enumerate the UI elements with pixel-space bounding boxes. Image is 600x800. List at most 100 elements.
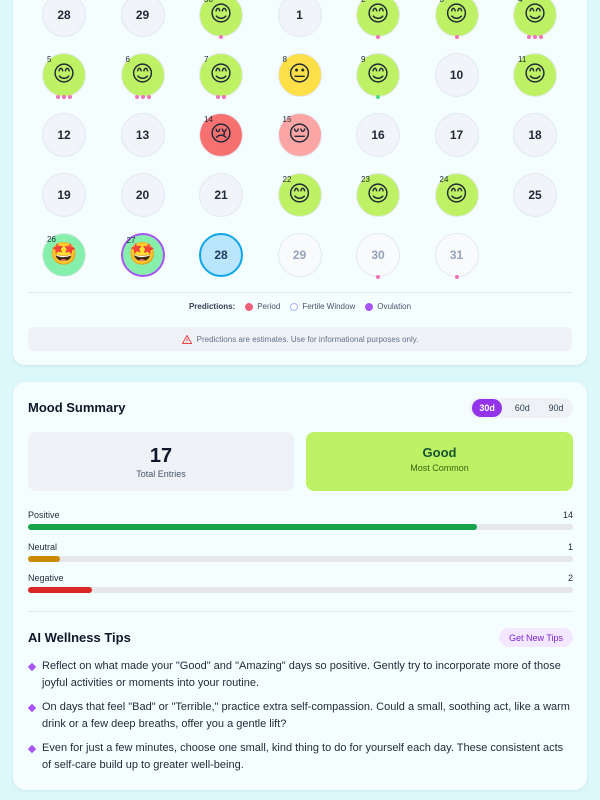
day-number: 28 (214, 248, 228, 262)
day-number: 7 (204, 55, 209, 64)
tips-title: AI Wellness Tips (28, 630, 131, 645)
day-number: 29 (135, 8, 150, 22)
mood-emoji: 😊 (366, 62, 390, 87)
day-number: 30 (204, 0, 213, 4)
day-number: 15 (282, 115, 292, 124)
day-number: 1 (296, 8, 303, 22)
legend-item: Ovulation (365, 302, 411, 311)
day-cell: 17 (434, 113, 479, 157)
day-number: 27 (126, 236, 136, 245)
bar-label: Negative (28, 573, 64, 583)
day-cell: 28 (42, 0, 86, 37)
legend-text: Fertile Window (302, 302, 356, 311)
prediction-dot (140, 95, 145, 99)
day-cell: 15 😔 (277, 113, 322, 157)
day-number: 24 (439, 175, 449, 184)
legend-swatch (245, 302, 254, 311)
day-cell: 7 😊 (199, 53, 243, 97)
day-number: 5 (47, 55, 52, 64)
mood-emoji: 😊 (366, 182, 390, 207)
day-cell: 27 🤩 (120, 233, 165, 277)
day-number: 29 (292, 248, 307, 262)
tip-text: Even for just a few minutes, choose one … (42, 742, 564, 771)
day-cell: 2😊 (356, 0, 400, 37)
day-number: 13 (135, 128, 150, 142)
notice-text: Predictions are estimates. Use for infor… (196, 334, 419, 344)
bar-track (28, 555, 573, 562)
day-cell: 1 (277, 0, 322, 37)
bar-value: 2 (567, 573, 573, 583)
range-tab[interactable]: 30d (472, 399, 502, 417)
day-cell: 23 😊 (356, 173, 400, 217)
legend-item: Fertile Window (290, 302, 355, 311)
legend-item: Period (245, 302, 280, 311)
day-number: 6 (125, 55, 130, 64)
day-number: 3 (440, 0, 444, 4)
common-label: Most Common (410, 463, 469, 473)
day-cell: 25 (513, 173, 557, 217)
mood-emoji: 😊 (209, 2, 233, 27)
mood-emoji: 🤩 (128, 242, 157, 267)
legend-label: Predictions: (188, 302, 236, 311)
range-tabs: 30d 60d 90d (469, 398, 573, 418)
range-tab[interactable]: 90d (548, 403, 564, 413)
tip-text: On days that feel "Bad" or "Terrible," p… (42, 701, 570, 730)
bar-value: 1 (567, 541, 573, 552)
mood-emoji: 😊 (288, 182, 311, 207)
mood-emoji: 😐 (288, 62, 311, 87)
tip-text: Reflect on what made your "Good" and "Am… (42, 660, 561, 689)
bar (28, 524, 477, 530)
day-number: 17 (449, 128, 464, 142)
day-cell: 30😊 (199, 0, 243, 37)
day-cell: 6 😊 (120, 53, 165, 97)
day-cell: 16 (356, 113, 400, 157)
bar-label: Positive (28, 510, 60, 520)
day-number: 28 (57, 8, 71, 22)
range-tab[interactable]: 60d (514, 403, 530, 413)
day-number: 21 (214, 188, 228, 202)
day-number: 10 (449, 68, 464, 82)
day-cell: 14 😢 (199, 113, 243, 157)
divider (28, 611, 573, 612)
day-cell: 30 (356, 233, 400, 277)
total-label: Total Entries (136, 469, 186, 479)
divider (28, 292, 572, 293)
bar-track (28, 587, 573, 593)
bar-label: Neutral (28, 541, 58, 552)
calendar-card: 282930😊12😊3😊4😊5😊6😊7😊8😐9😊1011😊121314😢15😔1… (13, 0, 587, 365)
legend: Predictions: Period Fertile Window Ovulati… (13, 302, 587, 311)
day-number: 14 (204, 115, 213, 124)
mood-emoji: 🤩 (50, 242, 78, 267)
mood-title: Mood Summary (28, 400, 126, 415)
day-number: 18 (528, 128, 542, 142)
legend-swatch (365, 302, 374, 311)
prediction-dot (527, 35, 531, 39)
total-value: 17 (149, 445, 173, 467)
day-number: 19 (57, 188, 71, 202)
day-cell: 26 🤩 (42, 233, 86, 277)
day-cell: 29 (120, 0, 165, 37)
prediction-dot (454, 275, 459, 279)
day-number: 12 (57, 128, 71, 142)
new-tips-button[interactable]: Get New Tips (499, 628, 573, 647)
day-cell: 22 😊 (277, 173, 322, 217)
mood-emoji: 😔 (288, 122, 311, 147)
prediction-dot (376, 95, 380, 99)
day-number: 22 (282, 175, 292, 184)
day-number: 2 (361, 0, 365, 4)
day-cell: 12 (42, 113, 86, 157)
prediction-dot (56, 95, 60, 99)
day-cell: 21 (199, 173, 243, 217)
mood-emoji: 😊 (523, 2, 547, 27)
bar (28, 555, 61, 562)
prediction-dot (533, 35, 537, 39)
day-cell: 10 (434, 53, 479, 97)
mood-emoji: 😢 (209, 122, 233, 147)
day-cell: 31 (434, 233, 479, 277)
total-box: 17 Total Entries (28, 432, 294, 491)
mood-emoji: 😊 (366, 2, 390, 27)
day-number: 4 (518, 0, 522, 4)
day-cell: 28 (199, 233, 243, 277)
prediction-dot (134, 95, 139, 99)
